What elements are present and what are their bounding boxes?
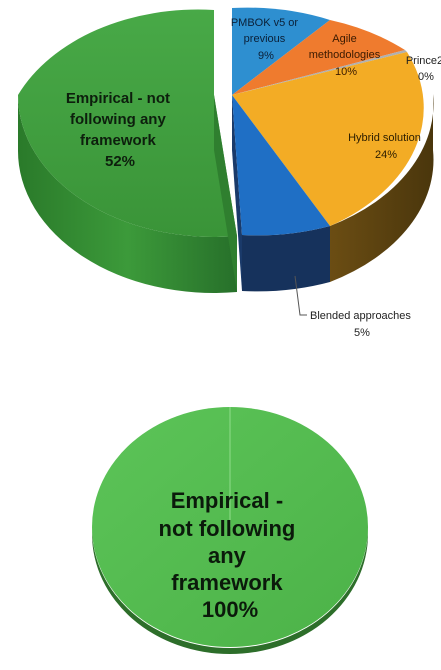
- label-pmbok: PMBOK v5 or previous 9%: [231, 17, 301, 62]
- pie-slice-pmbok-top: [232, 7, 330, 95]
- pie-slice-hybrid-side: [330, 94, 434, 282]
- pct-prince2: 0%: [418, 71, 434, 83]
- pie-slice-empirical: [17, 9, 238, 293]
- pie-chart-frameworks: Empirical - not following any framework …: [17, 7, 441, 339]
- pie-slice-blended-top: [232, 95, 330, 236]
- label-blended: Blended approaches 5%: [310, 310, 414, 339]
- pie-slice-empirical-cut: [214, 95, 237, 292]
- pie-slice-cut-face: [232, 95, 242, 291]
- pct-empirical-full: 100%: [202, 597, 258, 622]
- label-agile: Agile methodologies 10%: [309, 33, 384, 78]
- label-prince2: Prince2 0%: [406, 55, 441, 83]
- pct-pmbok: 9%: [258, 50, 274, 62]
- pct-blended: 5%: [354, 327, 370, 339]
- pie-slice-prince2-top: [232, 50, 407, 95]
- pie-chart-empirical-full: Empirical - not following any framework …: [92, 407, 368, 654]
- label-empirical-full: Empirical - not following any framework …: [159, 488, 302, 622]
- leader-line-blended: [294, 275, 307, 316]
- pie-slice-blended-side: [242, 226, 330, 292]
- label-empirical: Empirical - not following any framework …: [66, 90, 174, 170]
- label-blended-name: Blended approaches: [310, 310, 411, 322]
- label-hybrid: Hybrid solution 24%: [348, 132, 424, 161]
- pie-slice-agile-top: [232, 20, 405, 95]
- pie-slice-hybrid-top: [232, 52, 424, 226]
- pct-empirical: 52%: [105, 153, 135, 170]
- label-hybrid-name: Hybrid solution: [348, 132, 421, 144]
- label-prince2-name: Prince2: [406, 55, 441, 67]
- pie-slice-empirical-side: [17, 95, 238, 293]
- pie-slice-empirical-top: [18, 9, 237, 237]
- pct-agile: 10%: [335, 66, 357, 78]
- pct-hybrid: 24%: [375, 149, 397, 161]
